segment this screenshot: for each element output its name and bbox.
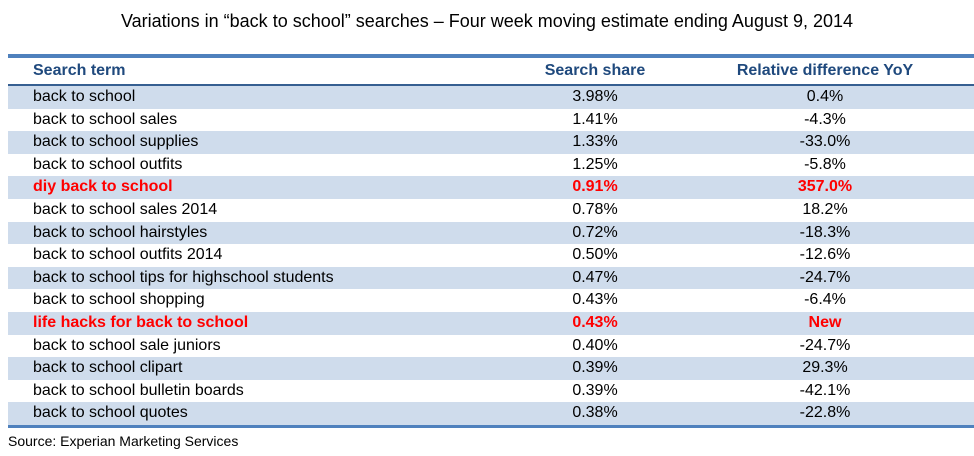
table-row: diy back to school 0.91% 357.0%: [8, 176, 974, 199]
yoy-cell: -6.4%: [804, 291, 846, 309]
table-header-row: Search term Search share Relative differen…: [8, 56, 974, 86]
share-cell: 0.39%: [572, 381, 618, 399]
share-cell: 3.98%: [572, 88, 618, 105]
term-cell: back to school clipart: [33, 359, 183, 377]
yoy-cell: New: [808, 313, 842, 331]
share-cell: 0.40%: [572, 336, 618, 354]
yoy-cell: 29.3%: [802, 359, 848, 377]
term-cell: life hacks for back to school: [33, 313, 249, 331]
term-cell: diy back to school: [33, 178, 173, 196]
table-row: back to school 3.98% 0.4%: [8, 85, 974, 109]
table-row: back to school quotes 0.38% -22.8%: [8, 402, 974, 427]
table-row: life hacks for back to school 0.43% New: [8, 311, 974, 335]
page-title: Variations in “back to school” searches …: [120, 11, 854, 31]
table-row: back to school supplies 1.33% -33.0%: [8, 131, 974, 154]
column-header: Search share: [525, 56, 665, 86]
yoy-cell: 357.0%: [797, 178, 853, 196]
share-cell: 0.43%: [572, 291, 618, 309]
term-cell: back to school outfits 2014: [33, 246, 223, 264]
table-body: back to school 3.98% 0.4% back to school sa…: [8, 85, 974, 427]
yoy-cell: 0.4%: [806, 88, 844, 105]
yoy-cell: -18.3%: [799, 223, 851, 241]
table-row: back to school sales 2014 0.78% 18.2%: [8, 199, 974, 222]
share-cell: 0.72%: [572, 223, 618, 241]
share-cell: 0.38%: [572, 404, 618, 422]
source-note: Source: Experian Marketing Services: [8, 432, 239, 449]
share-cell: 1.41%: [572, 110, 618, 128]
yoy-cell: -12.6%: [799, 246, 851, 264]
yoy-cell: -5.8%: [804, 155, 846, 173]
table-row: back to school sale juniors 0.40% -24.7%: [8, 335, 974, 358]
yoy-cell: -42.1%: [799, 381, 851, 399]
table-row: back to school sales 1.41% -4.3%: [8, 109, 974, 132]
term-cell: back to school shopping: [33, 291, 205, 309]
table-row: back to school clipart 0.39% 29.3%: [8, 357, 974, 380]
table-row: back to school outfits 1.25% -5.8%: [8, 154, 974, 177]
share-cell: 0.47%: [572, 268, 618, 286]
term-cell: back to school: [33, 88, 136, 105]
table-row: back to school hairstyles 0.72% -18.3%: [8, 221, 974, 245]
term-cell: back to school sales 2014: [33, 200, 218, 218]
yoy-cell: -4.3%: [804, 110, 846, 128]
share-cell: 0.50%: [572, 246, 618, 264]
table-row: back to school outfits 2014 0.50% -12.6%: [8, 244, 974, 267]
share-cell: 1.25%: [572, 155, 618, 173]
term-cell: back to school quotes: [33, 404, 188, 422]
term-cell: back to school outfits: [33, 155, 183, 173]
yoy-cell: -33.0%: [799, 133, 851, 151]
column-header: Relative difference YoY: [665, 56, 974, 86]
table-row: back to school bulletin boards 0.39% -42.1…: [8, 380, 974, 403]
yoy-cell: 18.2%: [802, 200, 848, 218]
table-row: back to school tips for highschool stude…: [8, 266, 974, 290]
term-cell: back to school sales: [33, 110, 178, 128]
yoy-cell: -24.7%: [799, 268, 851, 286]
term-cell: back to school bulletin boards: [33, 381, 244, 399]
term-cell: back to school supplies: [33, 133, 199, 151]
term-cell: back to school hairstyles: [33, 223, 208, 241]
table-row: back to school shopping 0.43% -6.4%: [8, 289, 974, 312]
term-cell: back to school sale juniors: [33, 336, 221, 354]
share-cell: 0.91%: [572, 178, 618, 196]
share-cell: 0.39%: [572, 359, 618, 377]
yoy-cell: -22.8%: [799, 404, 851, 422]
share-cell: 1.33%: [572, 133, 618, 151]
share-cell: 0.43%: [572, 313, 618, 331]
column-header: Search term: [8, 56, 525, 86]
share-cell: 0.78%: [572, 200, 618, 218]
table-header: Search term Search share Relative differen…: [8, 56, 974, 86]
term-cell: back to school tips for highschool stude…: [33, 268, 334, 286]
yoy-cell: -24.7%: [799, 336, 851, 354]
search-terms-table: Search term Search share Relative differen…: [8, 54, 974, 428]
